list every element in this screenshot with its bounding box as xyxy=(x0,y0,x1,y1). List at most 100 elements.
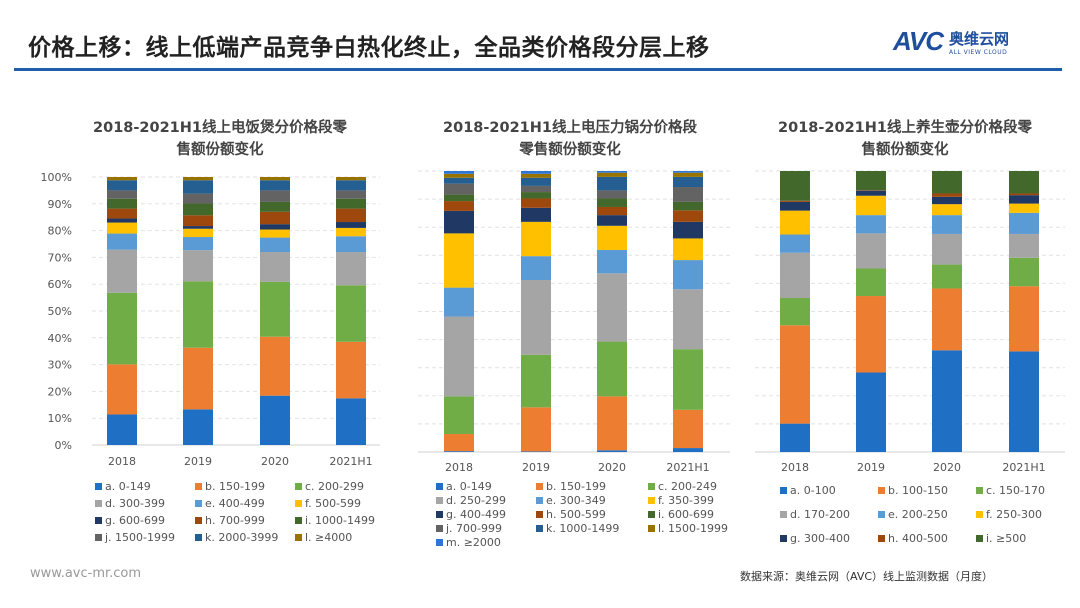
chart-2-title-line1: 2018-2021H1线上电压力锅分价格段 xyxy=(443,120,697,136)
legend-label: b. 100-150 xyxy=(888,484,948,497)
legend-label: a. 0-149 xyxy=(446,480,492,493)
bar-segment-a-2019 xyxy=(521,451,551,452)
bar-segment-h-2019 xyxy=(856,190,886,191)
bar-segment-a-2020 xyxy=(932,350,962,452)
bar-segment-g-2018 xyxy=(780,201,810,211)
bar-segment-l-2021H1 xyxy=(673,172,703,177)
bar-segment-d-2021H1 xyxy=(1009,233,1039,258)
bar-segment-a-2018 xyxy=(444,451,474,452)
legend-swatch xyxy=(536,497,543,504)
bar-segment-c-2020 xyxy=(260,281,290,337)
bar-segment-a-2021H1 xyxy=(1009,351,1039,452)
bar-segment-e-2019 xyxy=(521,256,551,281)
legend-item: i. ≥500 xyxy=(976,532,1066,545)
bar-segment-b-2018 xyxy=(444,434,474,452)
legend-label: i. 1000-1499 xyxy=(305,514,376,527)
legend-swatch xyxy=(295,483,302,490)
legend-item: j. 1500-1999 xyxy=(95,531,195,544)
bar-segment-b-2020 xyxy=(932,288,962,351)
chart-1-title: 2018-2021H1线上电饭煲分价格段零 售额份额变化 xyxy=(60,117,380,161)
bar-segment-m-2018 xyxy=(444,171,474,174)
bar-segment-g-2019 xyxy=(856,190,886,196)
bar-segment-e-2018 xyxy=(780,234,810,253)
bar-segment-c-2019 xyxy=(183,281,213,348)
legend-item: b. 100-150 xyxy=(878,484,976,497)
legend-swatch xyxy=(976,535,983,542)
bar-segment-k-2021H1 xyxy=(673,176,703,188)
bar-segment-d-2021H1 xyxy=(673,289,703,350)
legend-item: e. 300-349 xyxy=(536,494,648,507)
legend-swatch xyxy=(976,511,983,518)
x-tick-label: 2018 xyxy=(445,461,473,474)
legend-swatch xyxy=(195,517,202,524)
legend-label: i. 600-699 xyxy=(658,508,715,521)
legend-item: g. 600-699 xyxy=(95,514,195,527)
bar-segment-h-2018 xyxy=(444,201,474,211)
chart-1-legend: a. 0-149 b. 150-199 c. 200-299 d. 300-399 e.… xyxy=(95,480,405,544)
legend-label: k. 2000-3999 xyxy=(205,531,279,544)
bar-segment-d-2020 xyxy=(932,233,962,265)
bar-segment-c-2020 xyxy=(932,264,962,289)
bar-segment-b-2020 xyxy=(597,396,627,451)
bar-segment-h-2018 xyxy=(107,208,137,219)
bar-segment-l-2018 xyxy=(107,177,137,181)
y-tick-label: 60% xyxy=(48,278,72,291)
legend-label: j. 1500-1999 xyxy=(105,531,176,544)
bar-segment-i-2019 xyxy=(521,192,551,199)
bar-segment-i-2020 xyxy=(260,201,290,212)
x-tick-label: 2019 xyxy=(184,455,212,468)
bar-segment-d-2019 xyxy=(856,233,886,269)
legend-label: h. 500-599 xyxy=(546,508,606,521)
bar-segment-b-2020 xyxy=(260,336,290,396)
legend-label: j. 700-999 xyxy=(446,522,503,535)
bar-segment-j-2021H1 xyxy=(336,190,366,199)
bar-segment-m-2021H1 xyxy=(673,171,703,173)
legend-label: e. 400-499 xyxy=(205,497,265,510)
bar-segment-i-2021H1 xyxy=(673,201,703,211)
bar-segment-i-2018 xyxy=(780,171,810,201)
bar-segment-e-2020 xyxy=(932,215,962,234)
legend-label: l. 1500-1999 xyxy=(658,522,729,535)
bar-segment-g-2019 xyxy=(183,226,213,229)
legend-label: m. ≥2000 xyxy=(446,536,501,549)
bar-segment-h-2019 xyxy=(521,198,551,208)
bar-segment-i-2020 xyxy=(932,171,962,194)
legend-item: l. 1500-1999 xyxy=(648,522,758,535)
legend-swatch xyxy=(436,497,443,504)
bar-segment-g-2021H1 xyxy=(1009,195,1039,204)
bar-segment-g-2018 xyxy=(444,210,474,234)
bar-segment-l-2019 xyxy=(521,173,551,178)
legend-swatch xyxy=(436,539,443,546)
bar-segment-c-2018 xyxy=(780,298,810,326)
bar-segment-b-2021H1 xyxy=(673,409,703,449)
bar-segment-k-2019 xyxy=(183,180,213,194)
legend-item: b. 150-199 xyxy=(195,480,295,493)
legend-label: d. 300-399 xyxy=(105,497,165,510)
bar-segment-i-2018 xyxy=(444,194,474,202)
bar-segment-d-2021H1 xyxy=(336,252,366,286)
bar-segment-e-2021H1 xyxy=(1009,212,1039,234)
bar-segment-i-2020 xyxy=(597,198,627,207)
bar-segment-b-2019 xyxy=(856,296,886,373)
page-title: 价格上移：线上低端产品竞争白热化终止，全品类价格段分层上移 xyxy=(28,35,710,61)
legend-label: l. ≥4000 xyxy=(305,531,353,544)
bar-segment-b-2021H1 xyxy=(336,341,366,399)
legend-swatch xyxy=(780,487,787,494)
bar-segment-e-2020 xyxy=(597,249,627,274)
bar-segment-k-2020 xyxy=(260,180,290,191)
legend-swatch xyxy=(295,534,302,541)
bar-segment-l-2018 xyxy=(444,173,474,178)
bar-segment-e-2021H1 xyxy=(336,236,366,253)
chart-3-title: 2018-2021H1线上养生壶分价格段零 售额份额变化 xyxy=(745,117,1065,161)
legend-swatch xyxy=(878,487,885,494)
bar-segment-a-2019 xyxy=(183,409,213,445)
bar-segment-h-2021H1 xyxy=(673,210,703,222)
legend-swatch xyxy=(436,511,443,518)
bar-segment-c-2019 xyxy=(856,268,886,297)
legend-swatch xyxy=(536,511,543,518)
bar-segment-l-2019 xyxy=(183,177,213,181)
bar-segment-h-2020 xyxy=(260,211,290,225)
legend-item: g. 400-499 xyxy=(436,508,536,521)
legend-swatch xyxy=(95,534,102,541)
